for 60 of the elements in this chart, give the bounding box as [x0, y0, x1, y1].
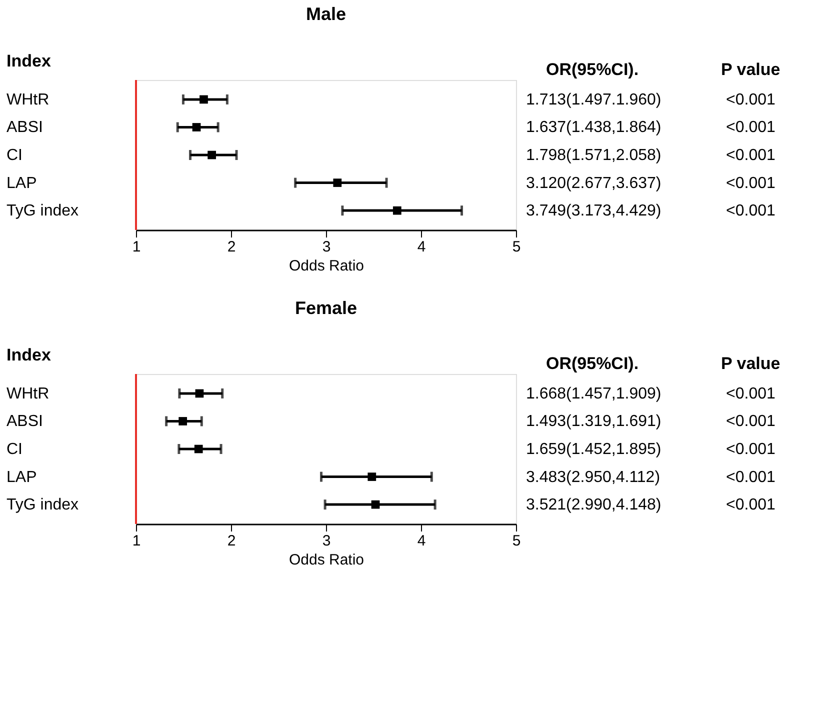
text: <0.001 [726, 385, 776, 402]
data-label: 1.659(1.452,1.895) [526, 441, 662, 458]
x-axis-title: Odds Ratio [288, 552, 364, 568]
y-tick-label: TyG index [6, 496, 79, 514]
text: OR(95%CI). [546, 60, 639, 79]
x-tick-label: 2 [227, 532, 236, 550]
x-tick-label: 1 [132, 238, 141, 256]
y-tick-label: LAP [6, 468, 37, 486]
text: P value [721, 60, 780, 79]
text: <0.001 [726, 468, 776, 486]
text: <0.001 [726, 147, 776, 164]
text: <0.001 [726, 174, 776, 192]
x-tick-label: 2 [227, 238, 236, 256]
y-axis-title: Index [6, 346, 52, 364]
y-tick-label: WHtR [6, 385, 50, 402]
point [333, 178, 342, 187]
point [192, 123, 201, 132]
y-tick-label: LAP [6, 174, 37, 192]
point [200, 95, 208, 104]
data-label: 1.637(1.438,1.864) [526, 119, 662, 136]
text: <0.001 [726, 91, 776, 108]
x-tick-label: 4 [417, 532, 426, 550]
data-label: 1.493(1.319,1.691) [526, 413, 662, 430]
chart-title: Female [294, 298, 358, 318]
text: <0.001 [726, 119, 776, 136]
point [371, 500, 380, 509]
x-tick-label: 5 [512, 238, 521, 256]
point [195, 389, 204, 398]
data-label: 1.798(1.571,2.058) [526, 147, 662, 164]
x-tick-label: 4 [417, 238, 426, 256]
point [368, 472, 376, 481]
x-tick-label: 3 [322, 532, 331, 550]
text: <0.001 [726, 496, 776, 514]
text: P value [721, 354, 780, 373]
y-tick-label: TyG index [6, 202, 79, 220]
point [208, 150, 216, 160]
x-axis-title: Odds Ratio [288, 258, 364, 274]
data-label: 1.668(1.457,1.909) [526, 385, 662, 402]
x-tick-label: 3 [322, 238, 331, 256]
text: OR(95%CI). [546, 354, 639, 373]
text: <0.001 [726, 413, 776, 430]
y-tick-label: CI [6, 441, 22, 458]
point [178, 417, 188, 426]
data-label: 3.521(2.990,4.148) [526, 496, 662, 514]
y-tick-label: WHtR [6, 91, 50, 108]
data-label: 3.749(3.173,4.429) [526, 202, 662, 220]
y-tick-label: ABSI [6, 119, 43, 136]
chart-title: Male [306, 4, 346, 24]
point [194, 444, 203, 454]
data-label: 1.713(1.497.1.960) [526, 91, 662, 108]
data-label: 3.120(2.677,3.637) [526, 174, 662, 192]
data-label: 3.483(2.950,4.112) [526, 468, 660, 486]
x-tick-label: 5 [512, 532, 521, 550]
y-tick-label: CI [6, 147, 22, 164]
x-tick-label: 1 [132, 532, 141, 550]
y-tick-label: ABSI [6, 413, 43, 430]
y-axis-title: Index [6, 52, 52, 70]
text: <0.001 [726, 441, 776, 458]
text: <0.001 [726, 202, 776, 220]
point [392, 206, 402, 215]
